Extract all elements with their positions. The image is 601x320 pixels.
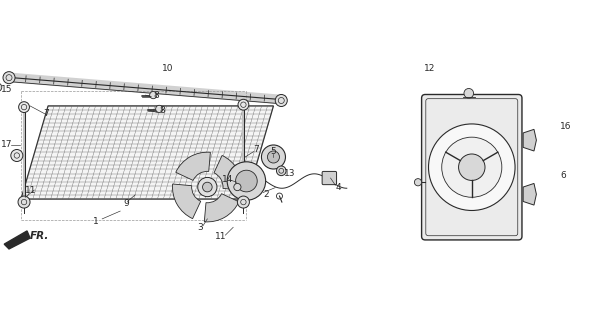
Wedge shape <box>214 156 242 190</box>
Text: 12: 12 <box>424 64 435 73</box>
Circle shape <box>238 99 249 110</box>
Text: 7: 7 <box>43 108 49 118</box>
Circle shape <box>237 196 249 208</box>
Text: 9: 9 <box>123 199 129 208</box>
Text: FR.: FR. <box>30 231 49 241</box>
Wedge shape <box>175 152 210 180</box>
Text: 17: 17 <box>1 140 13 149</box>
Circle shape <box>156 105 163 113</box>
Circle shape <box>18 196 30 208</box>
Circle shape <box>19 102 29 113</box>
FancyBboxPatch shape <box>322 172 337 185</box>
Text: 8: 8 <box>153 91 159 100</box>
Circle shape <box>0 83 2 92</box>
Circle shape <box>11 149 23 162</box>
Text: 5: 5 <box>270 147 276 156</box>
Text: 4: 4 <box>335 182 341 192</box>
Circle shape <box>459 154 485 180</box>
Circle shape <box>267 151 279 163</box>
Text: 10: 10 <box>162 64 174 73</box>
Text: 16: 16 <box>560 123 572 132</box>
Polygon shape <box>523 129 537 151</box>
Text: 8: 8 <box>159 106 165 115</box>
Text: 13: 13 <box>284 169 295 178</box>
Circle shape <box>234 183 241 191</box>
Circle shape <box>227 162 266 200</box>
Circle shape <box>414 179 421 186</box>
Text: 11: 11 <box>25 186 37 195</box>
FancyBboxPatch shape <box>422 94 522 240</box>
Circle shape <box>276 166 286 176</box>
Circle shape <box>203 182 212 192</box>
Text: 15: 15 <box>1 84 13 93</box>
Circle shape <box>261 145 285 169</box>
Circle shape <box>150 92 157 99</box>
Text: 14: 14 <box>222 175 234 184</box>
Circle shape <box>3 72 15 84</box>
Circle shape <box>275 94 287 107</box>
Circle shape <box>236 170 257 192</box>
Text: 7: 7 <box>254 145 260 154</box>
Polygon shape <box>21 106 273 199</box>
Text: 11: 11 <box>215 232 227 241</box>
Text: 1: 1 <box>93 217 99 226</box>
Circle shape <box>442 137 502 197</box>
Text: 3: 3 <box>197 223 203 232</box>
Circle shape <box>429 124 515 211</box>
Polygon shape <box>4 231 30 249</box>
Circle shape <box>464 89 474 98</box>
Wedge shape <box>172 184 201 219</box>
Polygon shape <box>523 183 537 205</box>
Circle shape <box>198 177 217 197</box>
Wedge shape <box>204 194 239 222</box>
Text: 6: 6 <box>560 171 566 180</box>
Text: 2: 2 <box>263 190 269 199</box>
